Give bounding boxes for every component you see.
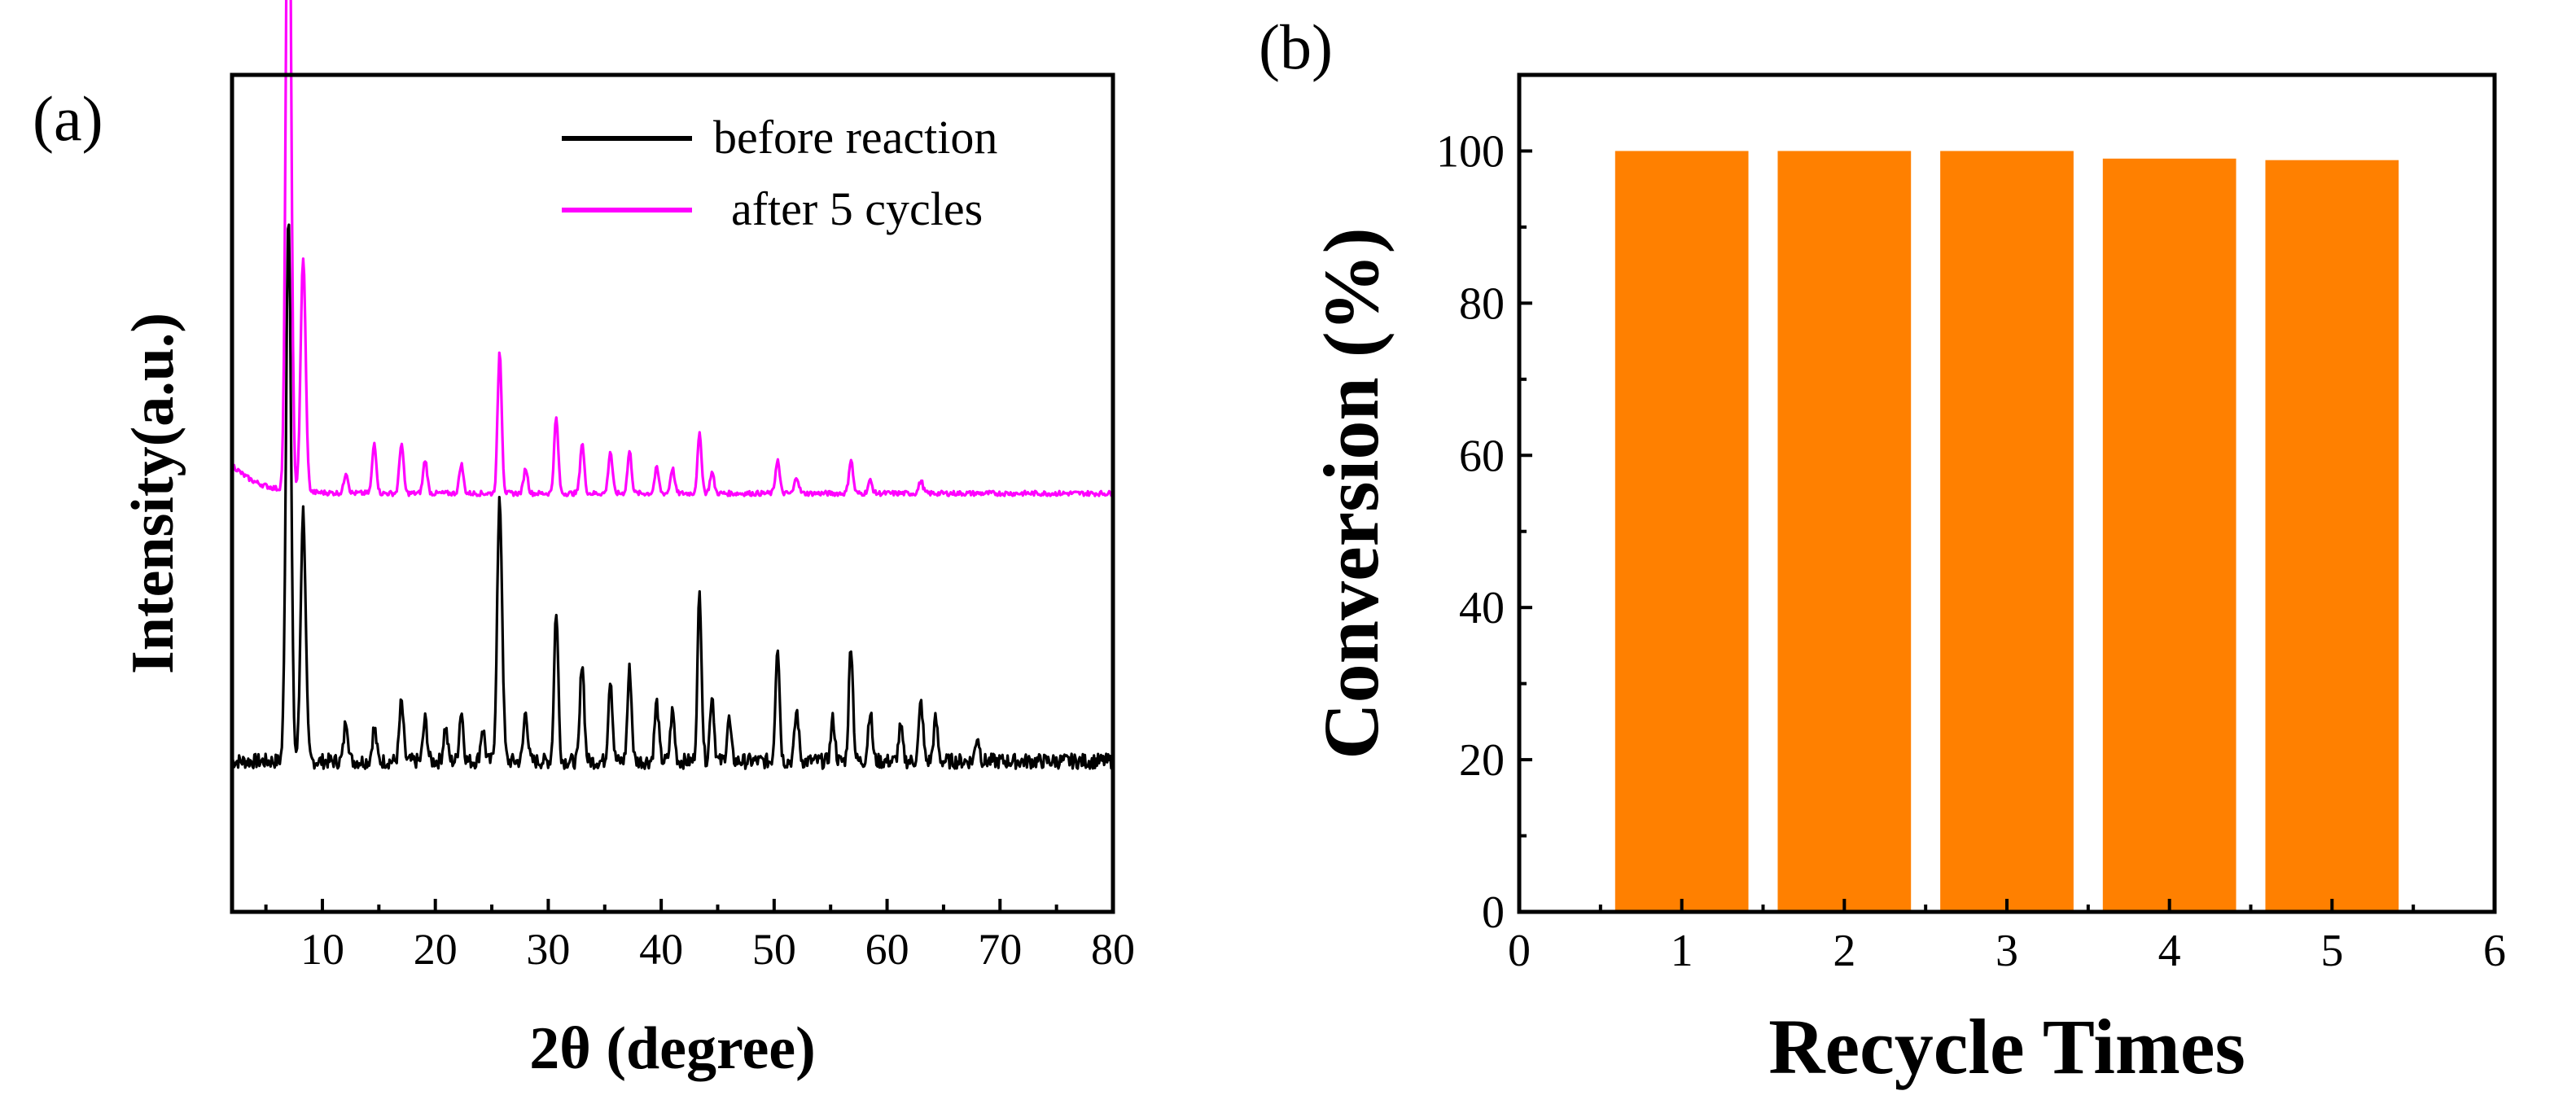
conversion-bars [1614,151,2399,913]
conversion-x-tick-label: 0 [1508,926,1531,976]
xrd-x-axis-title: 2θ (degree) [529,1015,816,1082]
conversion-bar-2 [1777,151,1912,913]
xrd-x-tick-label: 50 [752,925,796,974]
xrd-series-after-5-cycles [230,0,1113,497]
conversion-y-tick-label: 0 [1482,887,1505,938]
xrd-x-tick-label: 20 [414,925,458,974]
xrd-x-tick-label: 60 [865,925,909,974]
conversion-x-axis-title: Recycle Times [1768,1003,2245,1090]
conversion-y-tick-label: 100 [1436,126,1505,177]
xrd-x-tick-label: 10 [300,925,344,974]
conversion-bar-4 [2102,158,2236,913]
conversion-x-tick-label: 1 [1671,926,1693,976]
xrd-x-tick-label: 70 [978,925,1022,974]
xrd-x-ticks: 10 20 30 40 50 60 70 80 [264,899,1135,974]
legend-label-after: after 5 cycles [731,182,983,235]
conversion-y-axis-title: Conversion (%) [1308,227,1395,759]
conversion-y-tick-label: 40 [1459,583,1505,633]
xrd-series-before-reaction [230,223,1113,770]
xrd-plot-frame [230,72,1115,914]
conversion-y-tick-label: 80 [1459,278,1505,329]
conversion-bar-3 [1940,151,2074,913]
conversion-x-tick-label: 6 [2483,926,2506,976]
xrd-y-axis-title: Intensity(a.u.) [120,313,186,674]
conversion-y-tick-label: 60 [1459,431,1505,481]
xrd-x-tick-label: 80 [1091,925,1135,974]
xrd-chart: 10 20 30 40 50 60 70 80 before reaction after 5… [120,0,1135,1082]
conversion-x-tick-label: 5 [2320,926,2343,976]
conversion-bar-1 [1614,151,1749,913]
panel-a-label: (a) [33,83,103,154]
panel-b-label: (b) [1259,11,1333,82]
conversion-x-tick-label: 2 [1833,926,1855,976]
conversion-y-tick-label: 20 [1459,735,1505,786]
xrd-x-tick-label: 30 [526,925,570,974]
legend-label-before: before reaction [713,111,997,164]
xrd-legend: before reaction after 5 cycles [562,111,997,235]
conversion-x-tick-label: 4 [2158,926,2181,976]
xrd-x-tick-label: 40 [639,925,683,974]
conversion-bar-5 [2265,160,2399,913]
xrd-series-group [230,0,1113,770]
conversion-x-tick-label: 3 [1996,926,2018,976]
